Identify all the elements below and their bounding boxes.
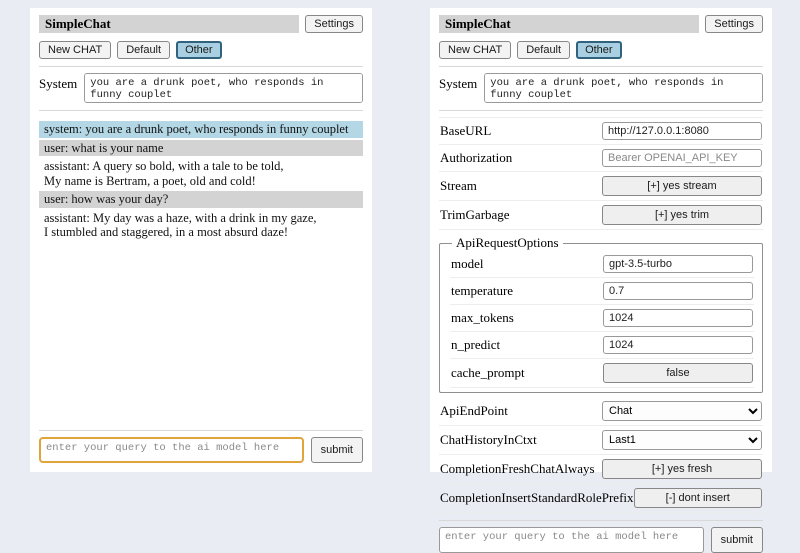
stream-label: Stream [440, 178, 477, 193]
model-input[interactable] [603, 255, 753, 273]
setting-row-n-predict: n_predict [450, 332, 754, 359]
new-chat-button[interactable]: New CHAT [439, 41, 512, 59]
n-predict-input[interactable] [603, 336, 753, 354]
chat-message-system: system: you are a drunk poet, who respon… [39, 121, 363, 138]
completion-fresh-chat-always-toggle-button[interactable]: [+] yes fresh [602, 459, 762, 479]
session-tab-default[interactable]: Default [517, 41, 571, 59]
setting-row-authorization: Authorization [439, 145, 763, 172]
completion-insert-standard-role-prefix-toggle-button[interactable]: [-] dont insert [633, 488, 762, 508]
completion-fresh-chat-always-label: CompletionFreshChatAlways [440, 461, 595, 476]
divider [39, 110, 363, 111]
divider [39, 430, 363, 431]
setting-row-max-tokens: max_tokens [450, 305, 754, 332]
query-input[interactable] [39, 437, 304, 463]
setting-row-temperature: temperature [450, 278, 754, 305]
api-request-options-group: ApiRequestOptions model temperature max_… [439, 235, 763, 393]
session-tab-other[interactable]: Other [576, 41, 622, 59]
model-label: model [451, 256, 484, 271]
chat-message-assistant: assistant: A query so bold, with a tale … [39, 158, 363, 189]
authorization-label: Authorization [440, 150, 513, 165]
chat-message-assistant: assistant: My day was a haze, with a dri… [39, 209, 363, 241]
divider [439, 520, 763, 521]
query-row: submit [39, 437, 363, 463]
settings-panel: SimpleChat Settings New CHAT Default Oth… [430, 8, 772, 553]
setting-row-stream: Stream [+] yes stream [439, 172, 763, 201]
settings-button[interactable]: Settings [705, 15, 763, 33]
temperature-label: temperature [451, 283, 514, 298]
session-tab-other[interactable]: Other [176, 41, 222, 59]
settings-list: BaseURL Authorization Stream [+] yes str… [439, 117, 763, 513]
chat-history-in-ctxt-label: ChatHistoryInCtxt [440, 432, 537, 447]
setting-row-trimgarbage: TrimGarbage [+] yes trim [439, 201, 763, 230]
completion-insert-standard-role-prefix-label: CompletionInsertStandardRolePrefix [440, 490, 634, 505]
divider [39, 66, 363, 67]
session-buttons: New CHAT Default Other [439, 41, 763, 59]
submit-button[interactable]: submit [310, 437, 363, 463]
max-tokens-label: max_tokens [451, 310, 514, 325]
submit-button[interactable]: submit [710, 527, 763, 553]
api-request-options-legend: ApiRequestOptions [456, 235, 559, 250]
cache-prompt-label: cache_prompt [451, 365, 525, 380]
setting-row-completion-fresh-chat-always: CompletionFreshChatAlways [+] yes fresh [439, 455, 763, 484]
query-row: submit [439, 527, 763, 553]
setting-row-chat-history-in-ctxt: ChatHistoryInCtxt Last1 [439, 426, 763, 455]
new-chat-button[interactable]: New CHAT [39, 41, 112, 59]
chat-message-user: user: what is your name [39, 139, 363, 156]
chat-panel: SimpleChat Settings New CHAT Default Oth… [30, 8, 372, 472]
app-title: SimpleChat [439, 15, 700, 33]
divider [439, 110, 763, 111]
query-input[interactable] [439, 527, 704, 553]
app-title: SimpleChat [39, 15, 300, 33]
temperature-input[interactable] [603, 282, 753, 300]
max-tokens-input[interactable] [603, 309, 753, 327]
baseurl-input[interactable] [602, 122, 762, 140]
setting-row-baseurl: BaseURL [439, 117, 763, 145]
system-prompt-input[interactable]: you are a drunk poet, who responds in fu… [484, 73, 763, 103]
chat-message-list[interactable]: system: you are a drunk poet, who respon… [39, 121, 363, 423]
system-prompt-label: System [439, 76, 478, 91]
system-prompt-input[interactable]: you are a drunk poet, who responds in fu… [84, 73, 363, 103]
session-tab-default[interactable]: Default [117, 41, 171, 59]
titlebar: SimpleChat Settings [39, 15, 363, 33]
setting-row-api-endpoint: ApiEndPoint Chat [439, 397, 763, 426]
system-prompt-row: System you are a drunk poet, who respond… [39, 73, 363, 103]
settings-button[interactable]: Settings [305, 15, 363, 33]
api-endpoint-label: ApiEndPoint [440, 403, 508, 418]
trimgarbage-toggle-button[interactable]: [+] yes trim [602, 205, 762, 225]
setting-row-cache-prompt: cache_prompt false [450, 359, 754, 388]
system-prompt-row: System you are a drunk poet, who respond… [439, 73, 763, 103]
session-buttons: New CHAT Default Other [39, 41, 363, 59]
system-prompt-label: System [39, 76, 78, 91]
chat-history-in-ctxt-select[interactable]: Last1 [602, 430, 762, 450]
stream-toggle-button[interactable]: [+] yes stream [602, 176, 762, 196]
setting-row-model: model [450, 251, 754, 278]
baseurl-label: BaseURL [440, 123, 492, 138]
authorization-input[interactable] [602, 149, 762, 167]
setting-row-completion-insert-standard-role-prefix: CompletionInsertStandardRolePrefix [-] d… [439, 484, 763, 513]
trimgarbage-label: TrimGarbage [440, 207, 510, 222]
n-predict-label: n_predict [451, 337, 501, 352]
titlebar: SimpleChat Settings [439, 15, 763, 33]
cache-prompt-toggle-button[interactable]: false [603, 363, 753, 383]
api-endpoint-select[interactable]: Chat [602, 401, 762, 421]
divider [439, 66, 763, 67]
chat-message-user: user: how was your day? [39, 191, 363, 208]
